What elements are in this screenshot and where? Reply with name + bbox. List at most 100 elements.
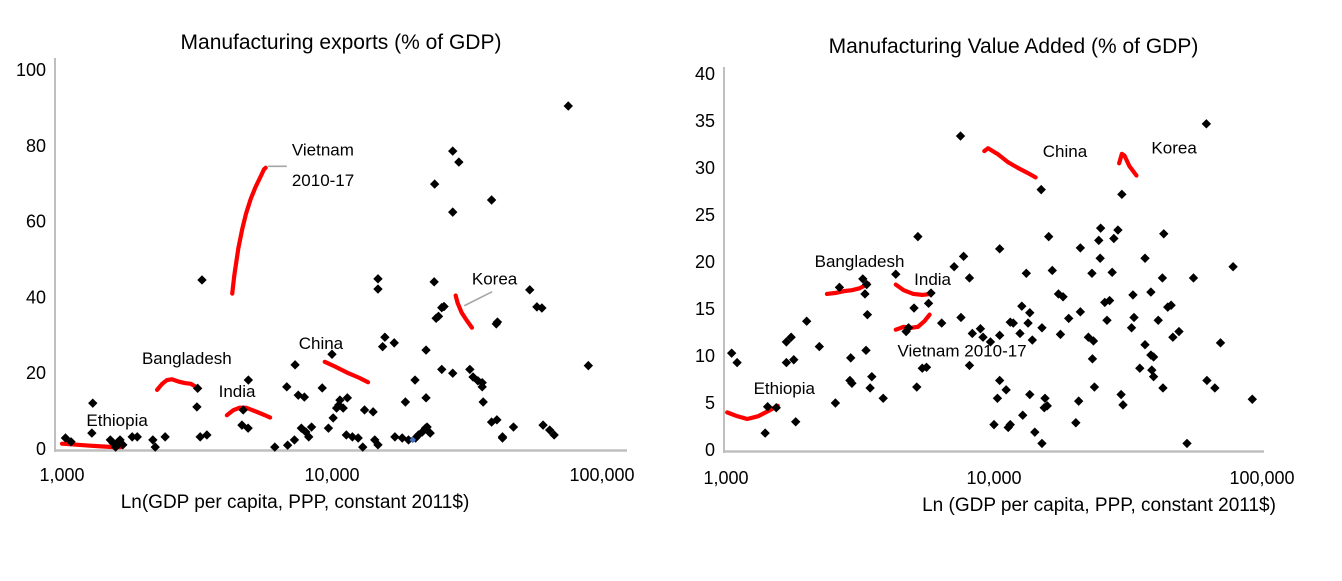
data-point-diamond (195, 432, 205, 442)
data-point-diamond (478, 397, 488, 407)
data-point-diamond (299, 392, 310, 402)
data-point-diamond (1215, 338, 1226, 348)
data-point-diamond (978, 332, 988, 342)
data-point-diamond (1047, 265, 1057, 276)
data-point-diamond (1228, 262, 1238, 272)
y-tick-label: 20 (26, 363, 46, 383)
data-point-diamond (891, 269, 901, 279)
data-point-diamond (202, 430, 212, 440)
country-label-bangladesh: Bangladesh (142, 349, 232, 368)
y-tick-label: 100 (16, 60, 46, 80)
data-point-diamond (525, 285, 535, 295)
data-point-diamond (544, 425, 555, 435)
trend-line-vietnam-2010-17 (230, 165, 268, 296)
data-point-diamond (243, 375, 254, 385)
country-label-vietnam: Vietnam (292, 141, 354, 160)
data-point-diamond (549, 430, 559, 440)
trend-line-india (224, 405, 273, 420)
data-point-diamond (1158, 383, 1168, 393)
data-point-diamond (66, 437, 76, 447)
data-point-diamond (1083, 332, 1094, 342)
country-label-china: China (1043, 142, 1088, 161)
data-point-diamond (1036, 184, 1046, 195)
data-point-diamond (956, 312, 966, 323)
trend-line-vietnam-2010-17 (893, 312, 932, 332)
mva-chart-plot: 0 5 10 15 20 25 30 35 40 1,000 10,000 100,000 China K… (695, 64, 1295, 488)
data-point-diamond (537, 303, 547, 313)
data-point-diamond (801, 316, 812, 326)
data-point-diamond (60, 433, 71, 443)
data-point-diamond (477, 382, 487, 392)
exports-chart-title: Manufacturing exports (% of GDP) (180, 31, 502, 54)
data-point-diamond (454, 157, 464, 167)
trend-line-china (982, 146, 1038, 180)
data-point-diamond (814, 341, 825, 352)
data-point-diamond (1128, 290, 1138, 300)
data-point-diamond (1113, 225, 1123, 235)
data-point-diamond (865, 383, 875, 393)
data-point-diamond (270, 442, 280, 452)
y-tick-label: 10 (695, 346, 715, 366)
x-tick-label: 100,000 (569, 465, 634, 485)
data-point-diamond (1102, 315, 1112, 325)
data-point-diamond (400, 397, 411, 407)
trend-line-bangladesh (154, 377, 201, 392)
data-point-diamond (878, 393, 888, 403)
data-point-diamond (732, 357, 742, 368)
data-point-diamond (439, 301, 449, 312)
data-point-diamond (1071, 418, 1081, 428)
data-point-diamond (1202, 375, 1212, 386)
data-point-diamond (830, 398, 841, 408)
data-point-diamond (410, 375, 420, 385)
data-point-diamond (118, 440, 128, 450)
data-point-diamond (1117, 189, 1127, 200)
data-point-diamond (1109, 233, 1119, 244)
data-point-diamond (425, 428, 435, 438)
data-point-diamond (358, 442, 368, 452)
special-data-point (409, 436, 416, 444)
data-point-diamond (197, 275, 207, 285)
data-point-diamond (238, 405, 248, 415)
data-point-diamond (492, 317, 503, 327)
data-point-diamond (985, 337, 996, 347)
trend-line-korea (1117, 151, 1139, 178)
data-point-diamond (583, 360, 594, 371)
data-point-diamond (1027, 335, 1038, 345)
data-point-diamond (1095, 223, 1106, 233)
data-point-diamond (1201, 119, 1212, 129)
data-point-diamond (1210, 383, 1220, 393)
data-point-diamond (127, 432, 137, 442)
data-point-diamond (1148, 352, 1159, 362)
data-point-diamond (1044, 231, 1054, 242)
data-point-diamond (936, 318, 947, 328)
data-point-diamond (353, 433, 363, 443)
data-point-diamond (1188, 273, 1199, 283)
data-point-diamond (1166, 300, 1176, 310)
x-tick-label: 10,000 (304, 465, 359, 485)
data-point-diamond (492, 415, 502, 425)
data-point-diamond (1087, 268, 1097, 278)
y-tick-label: 40 (26, 287, 46, 307)
country-label-india: India (914, 270, 951, 289)
data-point-diamond (328, 413, 338, 423)
chart-manufacturing-value-added: Manufacturing Value Added (% of GDP) 0 5 1… (671, 0, 1342, 581)
country-label-ethiopia: Ethiopia (86, 411, 148, 430)
data-point-diamond (373, 284, 383, 294)
data-point-diamond (373, 274, 383, 284)
data-point-diamond (1157, 273, 1168, 283)
data-point-diamond (1247, 394, 1257, 404)
data-point-diamond (1089, 382, 1100, 392)
data-point-diamond (1104, 295, 1115, 306)
data-point-diamond (304, 432, 314, 442)
data-point-diamond (975, 324, 986, 334)
y-tick-label: 35 (695, 111, 715, 131)
data-point-diamond (1040, 393, 1050, 403)
y-tick-label: 60 (26, 212, 46, 232)
data-point-diamond (437, 364, 447, 375)
data-point-diamond (913, 231, 923, 242)
data-point-diamond (926, 288, 936, 298)
data-point-diamond (1182, 438, 1192, 449)
data-point-diamond (909, 303, 919, 313)
data-point-diamond (1159, 229, 1169, 239)
